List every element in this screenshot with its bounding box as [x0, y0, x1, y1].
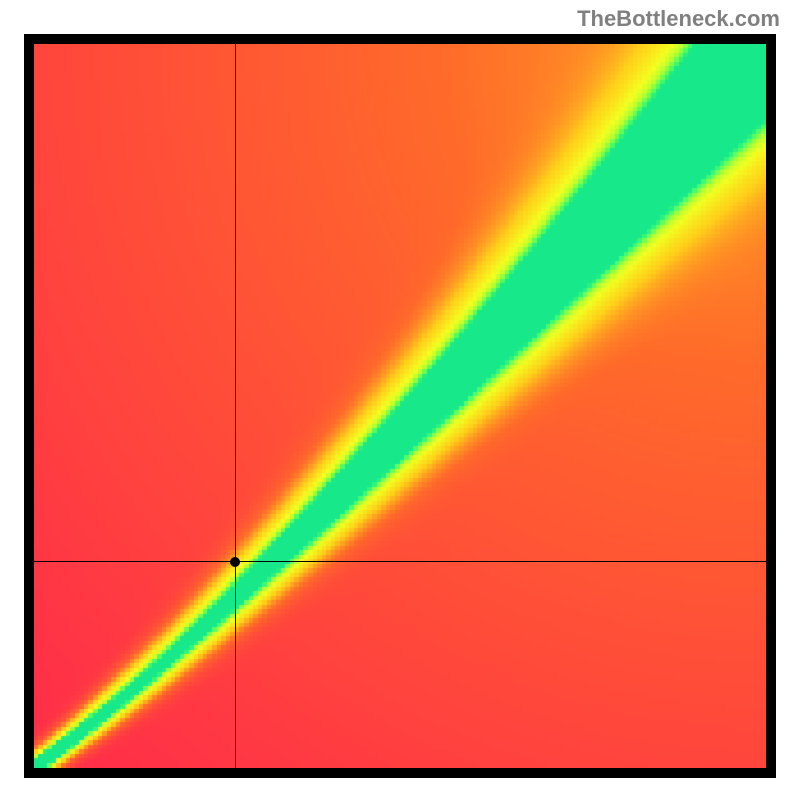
crosshair-vertical [235, 44, 236, 768]
crosshair-dot [230, 557, 240, 567]
heatmap-canvas [34, 44, 766, 768]
chart-container: TheBottleneck.com [0, 0, 800, 800]
watermark-text: TheBottleneck.com [577, 6, 780, 32]
crosshair-horizontal [34, 561, 766, 562]
